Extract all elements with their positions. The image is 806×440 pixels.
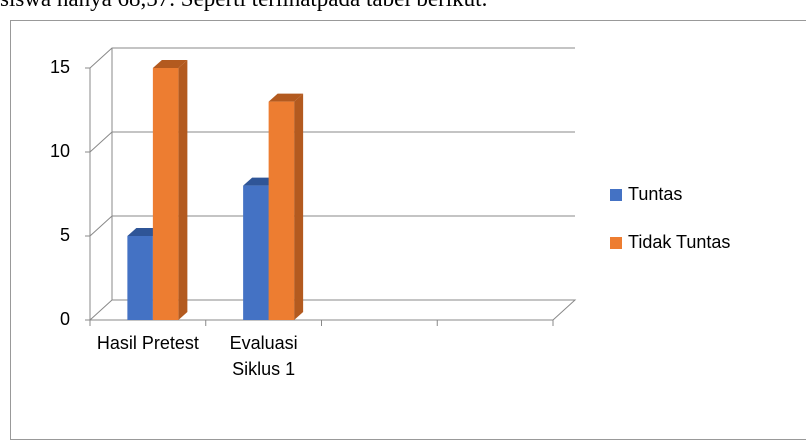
legend-swatch xyxy=(610,189,622,201)
document-text: siswa hanya 68,57. Seperti terlihatpada … xyxy=(0,0,487,12)
x-tick-label: Evaluasi Siklus 1 xyxy=(229,333,298,379)
y-tick-label: 0 xyxy=(60,309,70,329)
y-tick-label: 10 xyxy=(50,141,70,161)
grid-line xyxy=(89,215,575,237)
grid-line xyxy=(89,47,575,69)
floor xyxy=(88,299,577,321)
y-tick-label: 5 xyxy=(60,225,70,245)
bar xyxy=(152,60,188,320)
chart: 0 5 10 15 Tuntas Tidak Tuntas xyxy=(50,47,730,329)
y-tick-label: 15 xyxy=(50,57,70,77)
grid-line xyxy=(89,131,575,153)
legend-swatch xyxy=(610,237,622,249)
x-tick-label: Hasil Pretest xyxy=(96,333,199,353)
legend-label: Tidak Tuntas xyxy=(628,232,730,252)
legend-label: Tuntas xyxy=(628,184,682,204)
bar xyxy=(268,93,304,320)
